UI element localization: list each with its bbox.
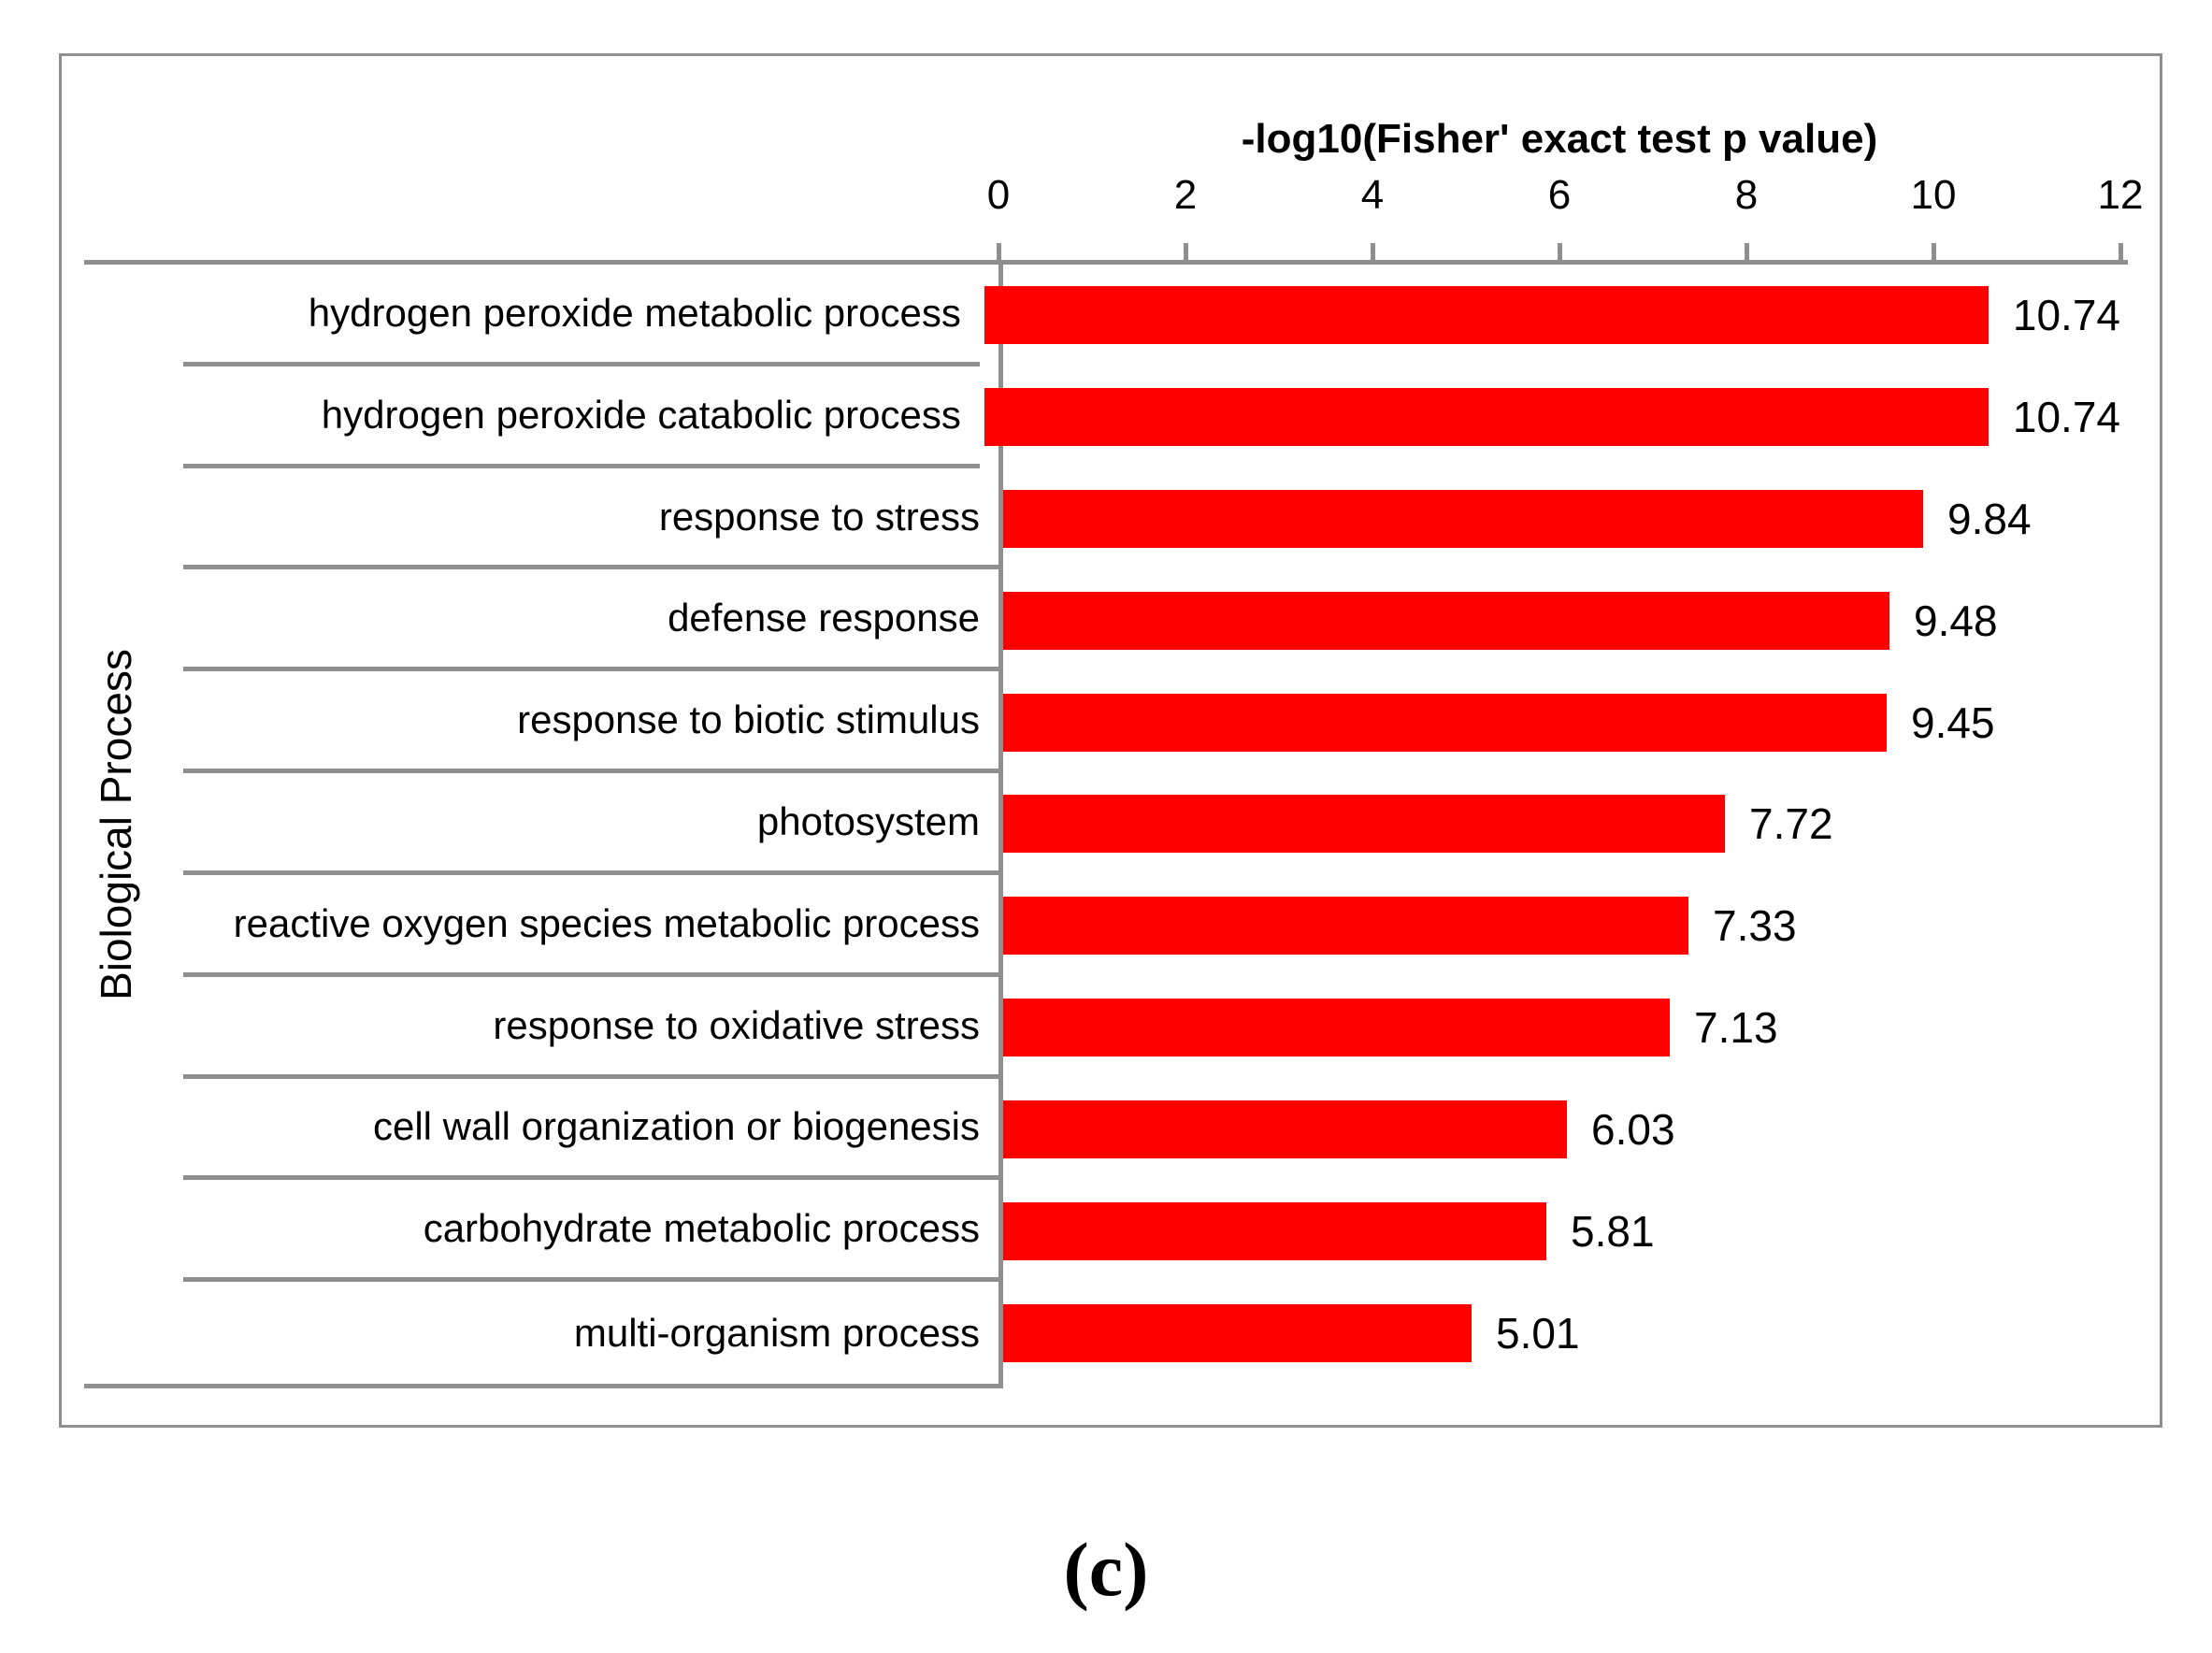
bar	[984, 388, 1989, 447]
category-label: hydrogen peroxide catabolic process	[183, 367, 980, 468]
category-label: hydrogen peroxide metabolic process	[183, 265, 980, 367]
category-label: response to oxidative stress	[183, 977, 998, 1079]
x-axis-tick-label: 12	[2097, 172, 2144, 218]
bar-cell: 6.03	[998, 1079, 2120, 1181]
value-label: 5.01	[1496, 1308, 1580, 1358]
x-axis-tick-label: 4	[1360, 172, 1385, 218]
y-axis-title: Biological Process	[92, 649, 140, 1000]
x-axis-tick-mark	[1370, 243, 1375, 260]
bar-row: reactive oxygen species metabolic proces…	[183, 875, 2120, 977]
x-axis-tick-mark	[1558, 243, 1562, 260]
value-label: 10.74	[2012, 291, 2120, 340]
chart-title: -log10(Fisher' exact test p value)	[1241, 116, 1878, 162]
category-label: response to biotic stimulus	[183, 671, 998, 774]
bar-row: response to oxidative stress 7.13	[183, 977, 2120, 1079]
category-label: defense response	[183, 569, 998, 672]
bar	[1003, 1100, 1567, 1158]
bar-row: response to stress 9.84	[183, 468, 2120, 570]
bar-cell: 5.01	[998, 1282, 2120, 1384]
bar-row: multi-organism process 5.01	[183, 1282, 2120, 1384]
category-label: cell wall organization or biogenesis	[183, 1079, 998, 1181]
x-axis-tick-label: 8	[1734, 172, 1759, 218]
value-label: 9.45	[1911, 697, 1995, 747]
value-label: 7.72	[1749, 799, 1833, 849]
value-label: 7.33	[1713, 901, 1797, 951]
bar-cell: 9.45	[998, 671, 2120, 773]
bar-row: carbohydrate metabolic process 5.81	[183, 1180, 2120, 1283]
value-label: 7.13	[1694, 1003, 1778, 1053]
value-label: 5.81	[1571, 1206, 1655, 1256]
category-label: multi-organism process	[573, 1310, 980, 1355]
x-axis-tick-labels: 0 2 4 6 8 10 12	[987, 172, 2144, 221]
bar	[1003, 591, 1889, 650]
y-axis-line	[998, 260, 1003, 1386]
bar-cell: 9.48	[998, 569, 2120, 671]
bar	[1003, 897, 1688, 956]
category-label: photosystem	[183, 773, 998, 875]
bar-cell: 7.33	[998, 875, 2120, 977]
bar-row: response to biotic stimulus 9.45	[183, 671, 2120, 774]
x-axis-tick-mark	[1932, 243, 1936, 260]
bar	[984, 286, 1989, 345]
bar-cell: 7.13	[998, 977, 2120, 1079]
bar-row: hydrogen peroxide metabolic process 10.74	[183, 265, 2120, 367]
x-axis-tick-label: 10	[1910, 172, 1957, 218]
x-axis-tick-label: 2	[1173, 172, 1198, 218]
bar-cell: 7.72	[998, 773, 2120, 875]
category-label: carbohydrate metabolic process	[183, 1180, 998, 1283]
bar-row: cell wall organization or biogenesis 6.03	[183, 1079, 2120, 1181]
x-axis-tick-mark	[997, 243, 1001, 260]
figure-caption: (c)	[1063, 1527, 1149, 1612]
bar-cell: 9.84	[998, 468, 2120, 570]
bar	[1003, 693, 1887, 752]
x-axis-tick-mark	[2119, 243, 2123, 260]
x-axis-tick-mark	[1744, 243, 1749, 260]
bar	[1003, 795, 1725, 854]
x-axis-line	[84, 260, 2128, 265]
x-axis-tick-mark	[1183, 243, 1188, 260]
value-label: 6.03	[1591, 1104, 1675, 1154]
value-label: 9.84	[1947, 495, 2032, 544]
bar-row: hydrogen peroxide catabolic process 10.74	[183, 367, 2120, 468]
x-axis-tick-label: 0	[986, 172, 1011, 218]
bar	[1003, 999, 1670, 1057]
bar-cell: 10.74	[980, 367, 2120, 468]
x-axis-tick-label: 6	[1547, 172, 1572, 218]
category-label: reactive oxygen species metabolic proces…	[183, 875, 998, 977]
value-label: 10.74	[2012, 393, 2120, 442]
bar	[1003, 490, 1923, 549]
category-axis-bottom-line	[84, 1384, 1003, 1388]
bar-row: photosystem 7.72	[183, 773, 2120, 875]
bar-cell: 10.74	[980, 265, 2120, 367]
chart-panel: -log10(Fisher' exact test p value) 0 2 4 6 8…	[59, 53, 2162, 1428]
bar	[1003, 1303, 1472, 1362]
bar-row: defense response 9.48	[183, 569, 2120, 672]
bar	[1003, 1201, 1546, 1260]
bar-rows: hydrogen peroxide metabolic process 10.74…	[183, 265, 2120, 1384]
category-label: response to stress	[183, 468, 998, 570]
x-axis-tick-marks	[997, 243, 2123, 260]
value-label: 9.48	[1914, 596, 1998, 645]
bar-cell: 5.81	[998, 1180, 2120, 1282]
